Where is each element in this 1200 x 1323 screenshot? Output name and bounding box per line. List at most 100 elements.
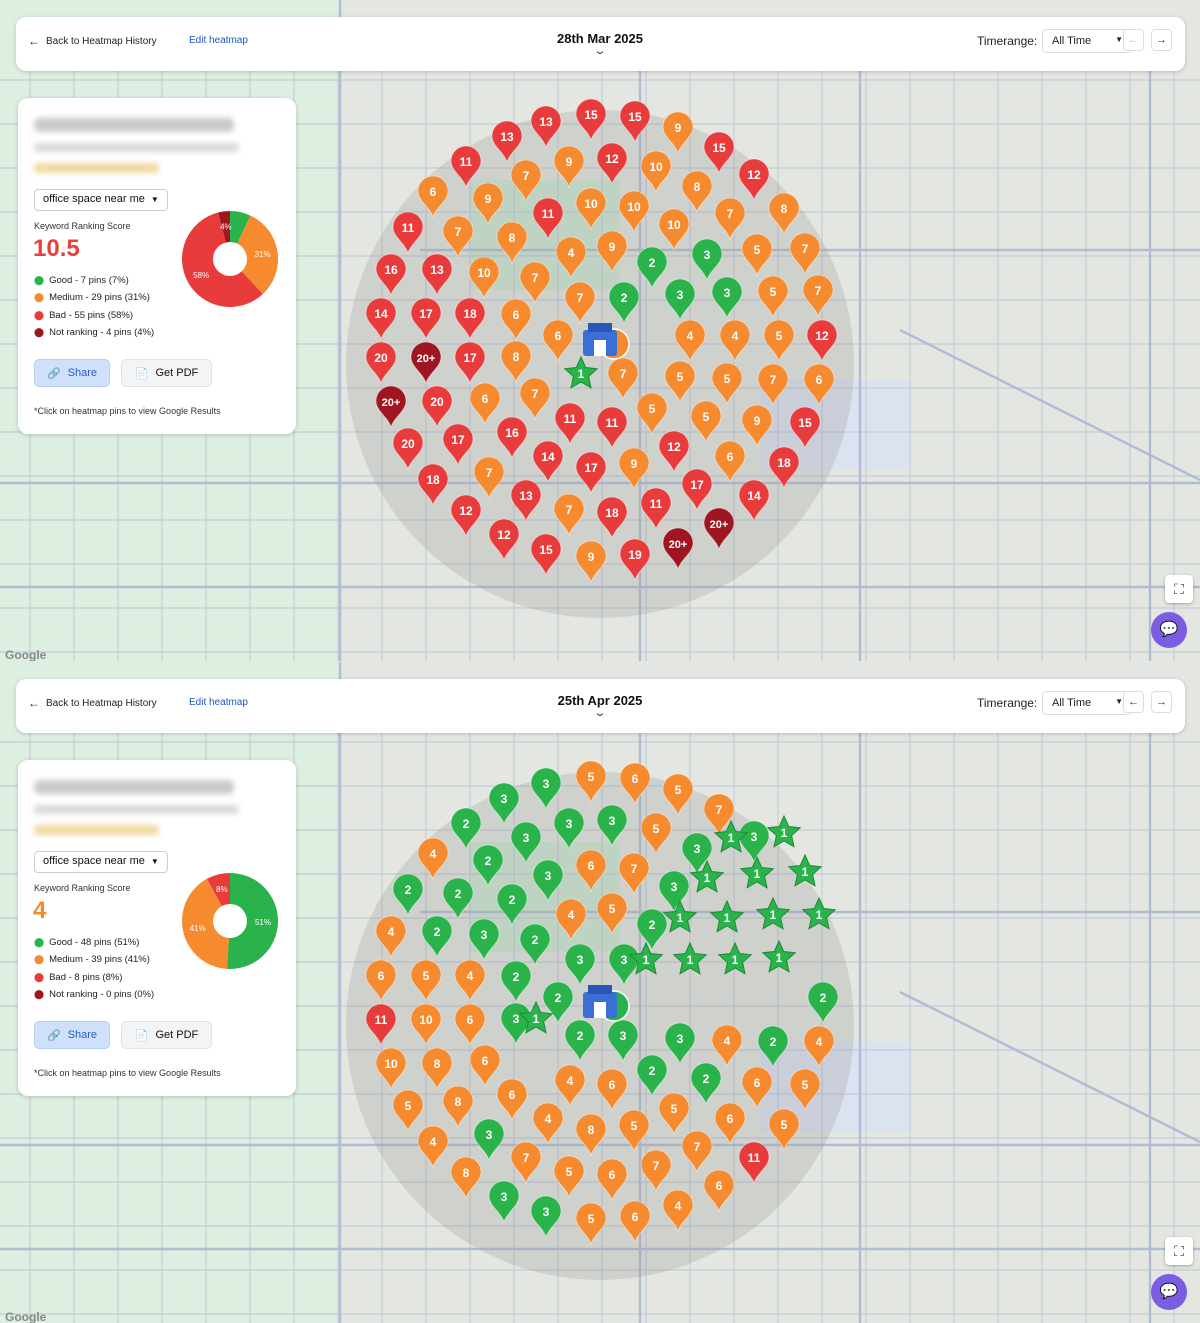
ranking-pin[interactable]: 6 xyxy=(542,319,574,363)
ranking-pin[interactable]: 10 xyxy=(575,187,607,231)
ranking-pin[interactable]: 17 xyxy=(454,341,486,385)
ranking-pin[interactable]: 5 xyxy=(575,760,607,804)
ranking-pin[interactable]: 10 xyxy=(618,190,650,234)
ranking-pin[interactable]: 4 xyxy=(803,1025,835,1069)
top-rank-star-pin[interactable]: 1 xyxy=(755,896,791,930)
previous-heatmap-button[interactable]: ← xyxy=(1123,691,1144,713)
ranking-pin[interactable]: 3 xyxy=(681,832,713,876)
ranking-pin[interactable]: 7 xyxy=(473,456,505,500)
ranking-pin[interactable]: 4 xyxy=(417,1125,449,1169)
ranking-pin[interactable]: 10 xyxy=(375,1047,407,1091)
ranking-pin[interactable]: 6 xyxy=(714,440,746,484)
ranking-pin[interactable]: 3 xyxy=(691,238,723,282)
ranking-pin[interactable]: 11 xyxy=(365,1003,397,1047)
ranking-pin[interactable]: 6 xyxy=(575,849,607,893)
ranking-pin[interactable]: 3 xyxy=(532,859,564,903)
ranking-pin[interactable]: 3 xyxy=(607,1019,639,1063)
ranking-pin[interactable]: 5 xyxy=(553,1155,585,1199)
ranking-pin[interactable]: 15 xyxy=(789,406,821,450)
ranking-pin[interactable]: 3 xyxy=(488,782,520,826)
ranking-pin[interactable]: 6 xyxy=(803,363,835,407)
ranking-pin[interactable]: 6 xyxy=(365,959,397,1003)
ranking-pin[interactable]: 2 xyxy=(442,877,474,921)
ranking-pin[interactable]: 20+ xyxy=(375,385,407,429)
ranking-pin[interactable]: 9 xyxy=(741,404,773,448)
chat-widget-button[interactable]: 💬 xyxy=(1151,1274,1187,1310)
ranking-pin[interactable]: 13 xyxy=(421,253,453,297)
ranking-pin[interactable]: 7 xyxy=(640,1149,672,1193)
ranking-pin[interactable]: 13 xyxy=(510,479,542,523)
ranking-pin[interactable]: 8 xyxy=(450,1156,482,1200)
ranking-pin[interactable]: 6 xyxy=(496,1078,528,1122)
ranking-pin[interactable]: 8 xyxy=(768,192,800,236)
ranking-pin[interactable]: 8 xyxy=(421,1047,453,1091)
ranking-pin[interactable]: 7 xyxy=(703,793,735,837)
ranking-pin[interactable]: 5 xyxy=(575,1202,607,1246)
ranking-pin[interactable]: 2 xyxy=(807,981,839,1025)
ranking-pin[interactable]: 4 xyxy=(417,837,449,881)
ranking-pin[interactable]: 3 xyxy=(530,767,562,811)
top-rank-star-pin[interactable]: 1 xyxy=(662,899,698,933)
ranking-pin[interactable]: 8 xyxy=(442,1085,474,1129)
ranking-pin[interactable]: 7 xyxy=(789,232,821,276)
ranking-pin[interactable]: 14 xyxy=(365,297,397,341)
top-rank-star-pin[interactable]: 1 xyxy=(628,941,664,975)
ranking-pin[interactable]: 5 xyxy=(757,275,789,319)
ranking-pin[interactable]: 17 xyxy=(681,468,713,512)
ranking-pin[interactable]: 15 xyxy=(530,533,562,577)
ranking-pin[interactable]: 5 xyxy=(690,400,722,444)
ranking-pin[interactable]: 7 xyxy=(442,215,474,259)
ranking-pin[interactable]: 5 xyxy=(768,1108,800,1152)
chat-widget-button[interactable]: 💬 xyxy=(1151,612,1187,648)
ranking-pin[interactable]: 11 xyxy=(554,402,586,446)
ranking-pin[interactable]: 7 xyxy=(681,1130,713,1174)
ranking-pin[interactable]: 7 xyxy=(618,852,650,896)
ranking-pin[interactable]: 5 xyxy=(640,812,672,856)
ranking-pin[interactable]: 10 xyxy=(640,150,672,194)
ranking-pin[interactable]: 8 xyxy=(681,170,713,214)
back-to-history-link[interactable]: ← Back to Heatmap History xyxy=(28,34,157,48)
keyword-select[interactable]: office space near me ▼ xyxy=(34,851,168,873)
ranking-pin[interactable]: 4 xyxy=(674,319,706,363)
ranking-pin[interactable]: 19 xyxy=(619,538,651,582)
ranking-pin[interactable]: 13 xyxy=(491,120,523,164)
ranking-pin[interactable]: 7 xyxy=(519,261,551,305)
keyword-select[interactable]: office space near me ▼ xyxy=(34,189,168,211)
ranking-pin[interactable]: 12 xyxy=(806,319,838,363)
ranking-pin[interactable]: 2 xyxy=(519,923,551,967)
get-pdf-button[interactable]: 📄 Get PDF xyxy=(121,359,212,387)
ranking-pin[interactable]: 4 xyxy=(719,319,751,363)
next-heatmap-button[interactable]: → xyxy=(1151,691,1172,713)
ranking-pin[interactable]: 18 xyxy=(417,463,449,507)
ranking-pin[interactable]: 4 xyxy=(532,1102,564,1146)
ranking-pin[interactable]: 18 xyxy=(454,297,486,341)
previous-heatmap-button[interactable]: ← xyxy=(1123,29,1144,51)
top-rank-star-pin[interactable]: 1 xyxy=(739,855,775,889)
ranking-pin[interactable]: 13 xyxy=(530,105,562,149)
top-rank-star-pin[interactable]: 1 xyxy=(787,853,823,887)
top-rank-star-pin[interactable]: 1 xyxy=(717,941,753,975)
ranking-pin[interactable]: 9 xyxy=(553,145,585,189)
timerange-select[interactable]: All Time ▼ xyxy=(1042,29,1132,53)
ranking-pin[interactable]: 16 xyxy=(375,253,407,297)
ranking-pin[interactable]: 11 xyxy=(596,406,628,450)
top-rank-star-pin[interactable]: 1 xyxy=(801,896,837,930)
top-rank-star-pin[interactable]: 1 xyxy=(713,819,749,853)
ranking-pin[interactable]: 9 xyxy=(472,182,504,226)
date-selector[interactable]: 25th Apr 2025 ⌄ xyxy=(550,693,650,720)
top-rank-star-pin[interactable]: 1 xyxy=(563,355,599,389)
ranking-pin[interactable]: 5 xyxy=(711,362,743,406)
ranking-pin[interactable]: 20 xyxy=(392,427,424,471)
ranking-pin[interactable]: 11 xyxy=(532,197,564,241)
edit-heatmap-link[interactable]: Edit heatmap xyxy=(189,35,248,46)
ranking-pin[interactable]: 6 xyxy=(417,175,449,219)
ranking-pin[interactable]: 3 xyxy=(738,820,770,864)
ranking-pin[interactable]: 2 xyxy=(450,807,482,851)
ranking-pin[interactable]: 6 xyxy=(619,1200,651,1244)
ranking-pin[interactable]: 2 xyxy=(542,981,574,1025)
top-rank-star-pin[interactable]: 1 xyxy=(709,899,745,933)
ranking-pin[interactable]: 14 xyxy=(532,440,564,484)
ranking-pin[interactable]: 18 xyxy=(596,496,628,540)
ranking-pin[interactable]: 10 xyxy=(658,208,690,252)
ranking-pin[interactable]: 17 xyxy=(575,451,607,495)
